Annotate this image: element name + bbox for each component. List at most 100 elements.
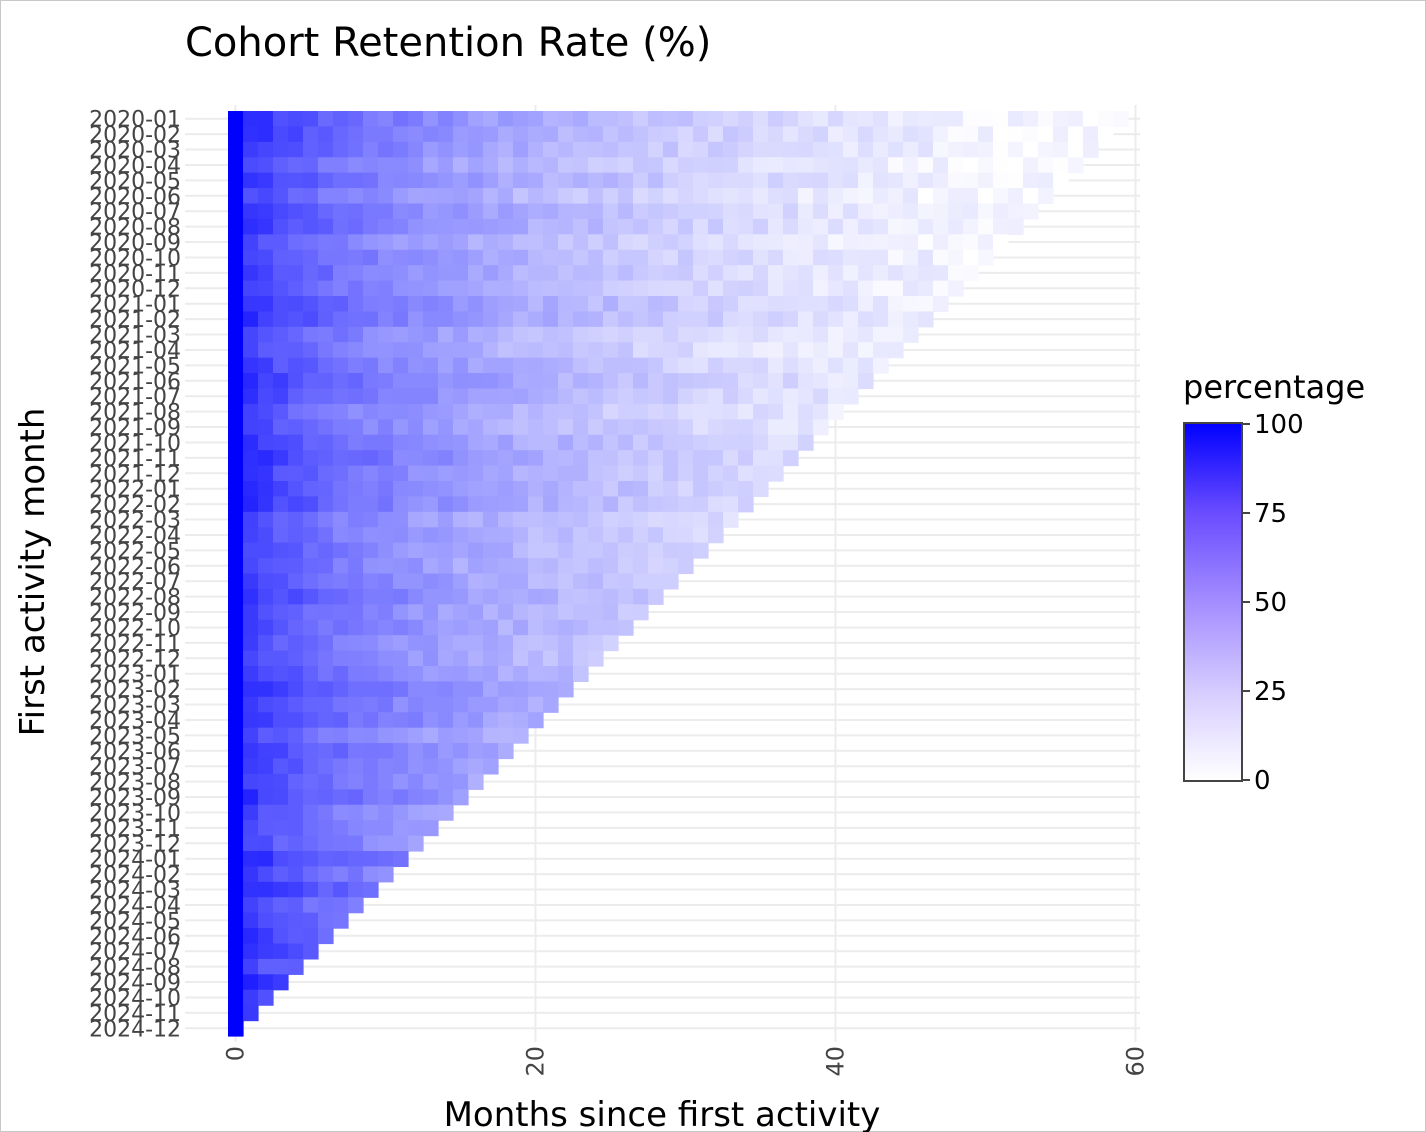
heatmap-cell: [528, 157, 544, 174]
heatmap-cell: [498, 326, 514, 343]
heatmap-cell: [513, 465, 529, 482]
heatmap-cell: [288, 450, 304, 467]
heatmap-cell: [303, 311, 319, 328]
heatmap-cell: [918, 203, 934, 220]
heatmap-cell: [273, 188, 289, 205]
heatmap-cell: [243, 851, 259, 868]
heatmap-cell: [333, 403, 349, 420]
heatmap-cell: [558, 527, 574, 544]
heatmap-cell: [363, 188, 379, 205]
heatmap-cell: [798, 126, 814, 143]
heatmap-cell: [243, 141, 259, 158]
heatmap-cell: [258, 558, 274, 575]
heatmap-cell: [243, 203, 259, 220]
heatmap-cell: [528, 511, 544, 528]
heatmap-cell: [1098, 111, 1114, 128]
heatmap-cell: [513, 712, 529, 729]
heatmap-cell: [513, 635, 529, 652]
heatmap-cell: [393, 326, 409, 343]
heatmap-cell: [273, 496, 289, 513]
heatmap-cell: [363, 141, 379, 158]
heatmap-cell: [558, 558, 574, 575]
heatmap-cell: [858, 357, 874, 374]
heatmap-cell: [378, 511, 394, 528]
heatmap-cell: [468, 218, 484, 235]
heatmap-cell: [873, 126, 889, 143]
heatmap-cell: [978, 141, 994, 158]
heatmap-cell: [303, 743, 319, 760]
heatmap-cell: [993, 141, 1009, 158]
heatmap-cell: [273, 696, 289, 713]
heatmap-cell: [438, 804, 454, 821]
heatmap-cell: [918, 157, 934, 174]
heatmap-cell: [543, 203, 559, 220]
heatmap-cell: [543, 681, 559, 698]
heatmap-cell: [288, 635, 304, 652]
heatmap-cell: [558, 635, 574, 652]
heatmap-cell: [813, 373, 829, 390]
heatmap-cell: [378, 234, 394, 251]
heatmap-cell: [273, 743, 289, 760]
heatmap-cell: [858, 234, 874, 251]
heatmap-cell: [1023, 141, 1039, 158]
heatmap-cell: [228, 265, 244, 282]
y-tick-label: 2023-12: [89, 832, 181, 857]
heatmap-cell: [498, 527, 514, 544]
heatmap-cell: [498, 234, 514, 251]
heatmap-cell: [453, 712, 469, 729]
heatmap-cell: [288, 696, 304, 713]
heatmap-cell: [603, 249, 619, 266]
heatmap-cell: [333, 527, 349, 544]
heatmap-cell: [348, 573, 364, 590]
heatmap-cell: [273, 203, 289, 220]
heatmap-cell: [498, 727, 514, 744]
heatmap-cell: [513, 650, 529, 667]
heatmap-cell: [1008, 141, 1024, 158]
heatmap-cell: [363, 111, 379, 128]
heatmap-cell: [528, 450, 544, 467]
heatmap-cell: [243, 650, 259, 667]
heatmap-cell: [303, 928, 319, 945]
heatmap-cell: [678, 558, 694, 575]
heatmap-cell: [318, 111, 334, 128]
heatmap-cell: [858, 296, 874, 313]
heatmap-cell: [903, 218, 919, 235]
heatmap-cell: [303, 280, 319, 297]
heatmap-cell: [888, 326, 904, 343]
heatmap-cell: [273, 111, 289, 128]
heatmap-cell: [468, 388, 484, 405]
heatmap-cell: [423, 218, 439, 235]
heatmap-cell: [363, 851, 379, 868]
heatmap-cell: [393, 342, 409, 359]
heatmap-cell: [693, 465, 709, 482]
heatmap-cell: [423, 650, 439, 667]
heatmap-cell: [693, 249, 709, 266]
heatmap-cell: [573, 573, 589, 590]
heatmap-cell: [378, 265, 394, 282]
heatmap-cell: [228, 650, 244, 667]
heatmap-cell: [453, 696, 469, 713]
heatmap-cell: [258, 650, 274, 667]
heatmap-cell: [258, 928, 274, 945]
heatmap-cell: [603, 218, 619, 235]
heatmap-cell: [258, 296, 274, 313]
heatmap-cell: [678, 126, 694, 143]
heatmap-cell: [453, 542, 469, 559]
heatmap-cell: [558, 234, 574, 251]
heatmap-cell: [378, 450, 394, 467]
heatmap-cell: [393, 835, 409, 852]
heatmap-cell: [528, 234, 544, 251]
heatmap-cell: [483, 573, 499, 590]
heatmap-cell: [348, 527, 364, 544]
heatmap-cell: [963, 111, 979, 128]
heatmap-cell: [543, 326, 559, 343]
heatmap-cell: [243, 280, 259, 297]
heatmap-cell: [648, 234, 664, 251]
heatmap-cell: [468, 157, 484, 174]
heatmap-cell: [768, 126, 784, 143]
heatmap-cell: [243, 234, 259, 251]
heatmap-cell: [258, 619, 274, 636]
heatmap-cell: [393, 403, 409, 420]
heatmap-cell: [528, 681, 544, 698]
heatmap-cell: [873, 111, 889, 128]
